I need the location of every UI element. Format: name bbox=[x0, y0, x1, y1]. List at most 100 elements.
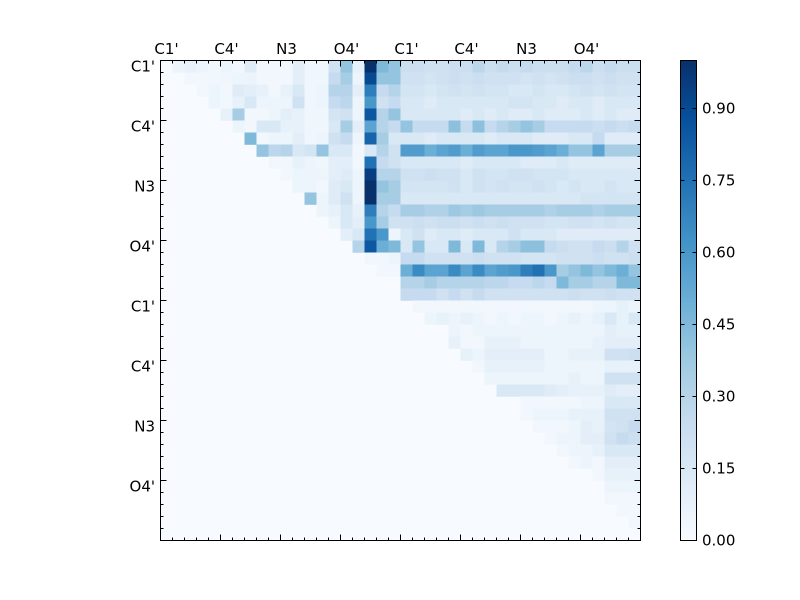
heatmap-cell bbox=[340, 108, 353, 121]
heatmap-cell bbox=[628, 264, 641, 277]
heatmap-cell bbox=[364, 72, 377, 85]
heatmap-cell bbox=[460, 84, 473, 97]
heatmap-cell bbox=[448, 276, 461, 289]
heatmap-cell bbox=[448, 264, 461, 277]
heatmap-cell bbox=[616, 372, 629, 385]
heatmap-cell bbox=[436, 96, 449, 109]
heatmap-cell bbox=[520, 264, 533, 277]
heatmap-cell bbox=[520, 192, 533, 205]
heatmap-cell bbox=[412, 144, 425, 157]
heatmap-cell bbox=[592, 96, 605, 109]
heatmap-cell bbox=[256, 108, 269, 121]
heatmap-cell bbox=[388, 72, 401, 85]
heatmap-cell bbox=[616, 240, 629, 253]
heatmap-cell bbox=[280, 96, 293, 109]
heatmap-cell bbox=[628, 240, 641, 253]
heatmap-cell bbox=[412, 180, 425, 193]
heatmap-cell bbox=[568, 120, 581, 133]
heatmap-cell bbox=[340, 204, 353, 217]
heatmap-cell bbox=[592, 288, 605, 301]
heatmap-cell bbox=[568, 240, 581, 253]
heatmap-cell bbox=[268, 84, 281, 97]
heatmap-cell bbox=[508, 276, 521, 289]
heatmap-cell bbox=[328, 108, 341, 121]
heatmap-cell bbox=[412, 96, 425, 109]
heatmap-cell bbox=[592, 348, 605, 361]
heatmap-cell bbox=[340, 168, 353, 181]
heatmap-cell bbox=[388, 168, 401, 181]
heatmap-cell bbox=[628, 408, 641, 421]
heatmap-cell bbox=[496, 348, 509, 361]
heatmap-cell bbox=[628, 372, 641, 385]
heatmap-cell bbox=[580, 300, 593, 313]
heatmap-cell bbox=[316, 204, 329, 217]
colorbar-tick-label: 0.60 bbox=[702, 244, 735, 262]
heatmap-cell bbox=[592, 432, 605, 445]
heatmap-cell bbox=[268, 144, 281, 157]
heatmap-cell bbox=[280, 168, 293, 181]
heatmap-cell bbox=[544, 324, 557, 337]
heatmap-cell bbox=[508, 228, 521, 241]
heatmap-cell bbox=[544, 396, 557, 409]
heatmap-cell bbox=[496, 60, 509, 73]
heatmap-cell bbox=[436, 204, 449, 217]
y-tick-label: O4' bbox=[130, 238, 155, 256]
heatmap-cell bbox=[580, 360, 593, 373]
heatmap-cell bbox=[628, 348, 641, 361]
heatmap-cell bbox=[628, 156, 641, 169]
heatmap-cell bbox=[460, 60, 473, 73]
heatmap-cell bbox=[592, 216, 605, 229]
heatmap-cell bbox=[484, 108, 497, 121]
heatmap-cell bbox=[508, 240, 521, 253]
heatmap-cell bbox=[604, 216, 617, 229]
heatmap-cell bbox=[592, 168, 605, 181]
heatmap-cell bbox=[244, 84, 257, 97]
heatmap-cell bbox=[496, 336, 509, 349]
heatmap-cell bbox=[256, 60, 269, 73]
heatmap-cell bbox=[484, 336, 497, 349]
heatmap-cell bbox=[580, 384, 593, 397]
heatmap-cell bbox=[520, 300, 533, 313]
heatmap-cell bbox=[424, 276, 437, 289]
heatmap-cell bbox=[556, 84, 569, 97]
heatmap-cell bbox=[568, 300, 581, 313]
heatmap-cell bbox=[400, 132, 413, 145]
heatmap-cell bbox=[340, 84, 353, 97]
colorbar-tick-label: 0.75 bbox=[702, 172, 735, 190]
heatmap-cell bbox=[424, 216, 437, 229]
heatmap-cell bbox=[520, 288, 533, 301]
heatmap-cell bbox=[352, 144, 365, 157]
heatmap-cell bbox=[448, 108, 461, 121]
heatmap-cell bbox=[400, 144, 413, 157]
heatmap-cell bbox=[472, 204, 485, 217]
heatmap-cell bbox=[292, 132, 305, 145]
heatmap-cell bbox=[556, 276, 569, 289]
heatmap-cell bbox=[304, 132, 317, 145]
heatmap-cell bbox=[436, 240, 449, 253]
heatmap-cell bbox=[412, 192, 425, 205]
heatmap-cell bbox=[496, 144, 509, 157]
heatmap-cell bbox=[580, 84, 593, 97]
heatmap-cell bbox=[376, 252, 389, 265]
heatmap-cell bbox=[340, 228, 353, 241]
heatmap-cell bbox=[412, 216, 425, 229]
heatmap-cell bbox=[604, 264, 617, 277]
heatmap-cell bbox=[532, 60, 545, 73]
heatmap-cell bbox=[520, 228, 533, 241]
heatmap-cell bbox=[544, 60, 557, 73]
heatmap-cell bbox=[568, 132, 581, 145]
heatmap-cell bbox=[520, 360, 533, 373]
heatmap-cell bbox=[364, 252, 377, 265]
heatmap-cell bbox=[568, 108, 581, 121]
heatmap-cell bbox=[592, 408, 605, 421]
heatmap-cell bbox=[376, 96, 389, 109]
heatmap-cell bbox=[544, 144, 557, 157]
heatmap-cell bbox=[628, 120, 641, 133]
heatmap-cell bbox=[604, 144, 617, 157]
heatmap-cell bbox=[436, 144, 449, 157]
heatmap-cell bbox=[328, 96, 341, 109]
heatmap-cell bbox=[364, 204, 377, 217]
heatmap-cell bbox=[472, 168, 485, 181]
y-tick-label: N3 bbox=[134, 178, 155, 196]
heatmap-cell bbox=[544, 432, 557, 445]
